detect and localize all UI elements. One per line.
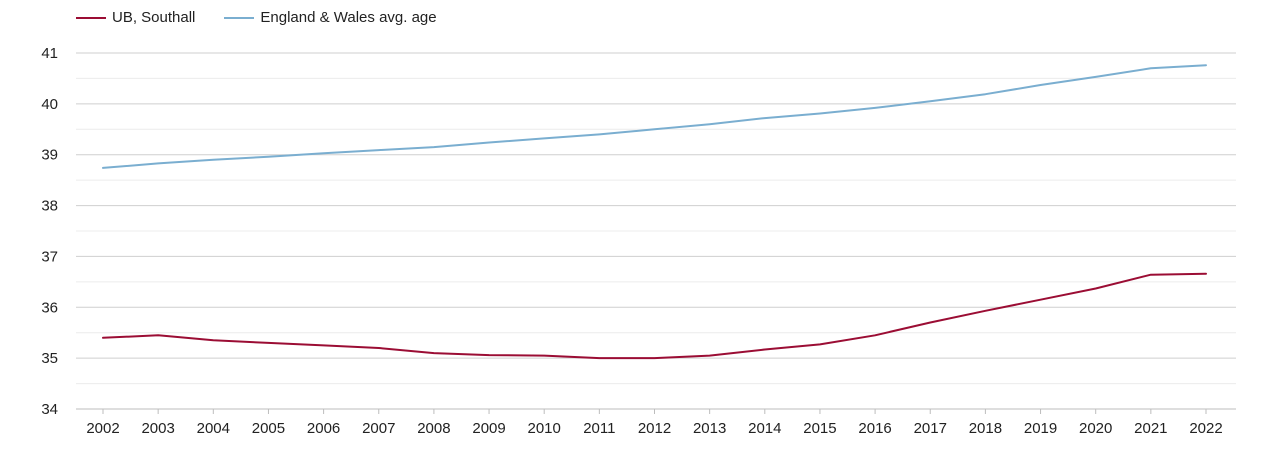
x-tick-label: 2002 — [86, 420, 119, 437]
x-tick-label: 2010 — [528, 420, 561, 437]
x-tick-label: 2003 — [141, 420, 174, 437]
x-tick-label: 2004 — [197, 420, 230, 437]
legend-swatch-ub-southall — [76, 16, 106, 19]
x-tick-label: 2016 — [858, 420, 891, 437]
y-tick-label: 39 — [41, 147, 58, 164]
series-line-0[interactable] — [102, 272, 1207, 360]
x-tick-label: 2018 — [969, 420, 1002, 437]
x-tick-label: 2008 — [417, 420, 450, 437]
x-tick-label: 2005 — [252, 420, 285, 437]
y-tick-label: 36 — [41, 299, 58, 316]
x-tick-label: 2022 — [1189, 420, 1222, 437]
x-tick-label: 2006 — [307, 420, 340, 437]
legend: UB, Southall England & Wales avg. age — [76, 9, 466, 26]
legend-label-ub-southall: UB, Southall — [112, 9, 196, 26]
y-tick-label: 34 — [41, 401, 58, 418]
legend-item-ub-southall[interactable]: UB, Southall — [76, 9, 195, 26]
legend-item-england-wales[interactable]: England & Wales avg. age — [224, 9, 437, 26]
y-tick-label: 40 — [41, 96, 58, 113]
y-tick-label: 38 — [41, 198, 58, 215]
x-tick-label: 2011 — [583, 420, 615, 437]
x-tick-label: 2021 — [1134, 420, 1167, 437]
x-tick-label: 2013 — [693, 420, 726, 437]
x-tick-label: 2014 — [748, 420, 781, 437]
x-tick-label: 2009 — [472, 420, 505, 437]
x-tick-label: 2012 — [638, 420, 671, 437]
y-tick-label: 37 — [41, 248, 58, 265]
y-tick-label: 41 — [41, 45, 58, 62]
x-tick-label: 2019 — [1024, 420, 1057, 437]
legend-swatch-england-wales — [224, 16, 255, 19]
y-tick-label: 35 — [41, 350, 58, 367]
x-tick-label: 2015 — [803, 420, 836, 437]
legend-label-england-wales: England & Wales avg. age — [260, 9, 437, 26]
x-tick-label: 2020 — [1079, 420, 1112, 437]
x-tick-label: 2007 — [362, 420, 395, 437]
series-line-1[interactable] — [102, 64, 1207, 169]
x-tick-label: 2017 — [914, 420, 947, 437]
